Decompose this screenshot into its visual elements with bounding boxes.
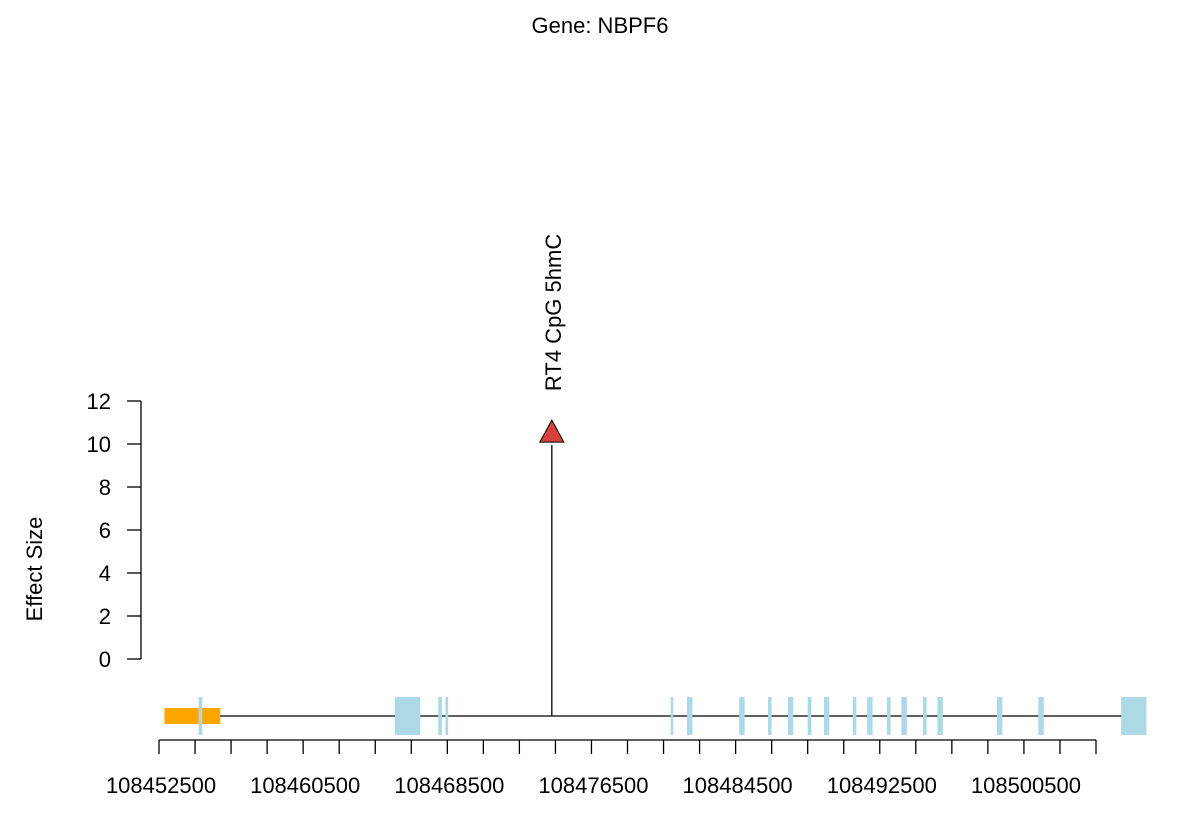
point-label: RT4 CpG 5hmC xyxy=(541,234,566,391)
exon xyxy=(768,697,772,735)
exon xyxy=(852,697,857,735)
y-tick-label: 0 xyxy=(99,647,111,672)
x-tick-label: 108452500 xyxy=(106,773,216,798)
y-tick-label: 2 xyxy=(99,604,111,629)
y-tick-label: 12 xyxy=(87,389,111,414)
y-tick-label: 4 xyxy=(99,561,111,586)
x-tick-label: 108468500 xyxy=(394,773,504,798)
y-axis-label: Effect Size xyxy=(22,517,47,622)
exon xyxy=(886,697,891,735)
point-marker-triangle xyxy=(538,419,565,443)
exon xyxy=(395,697,421,735)
exon xyxy=(670,697,674,735)
chart-title: Gene: NBPF6 xyxy=(532,13,669,38)
y-tick-label: 10 xyxy=(87,432,111,457)
exon xyxy=(198,697,203,735)
exon xyxy=(996,697,1003,735)
x-tick-label: 108492500 xyxy=(827,773,937,798)
exon xyxy=(445,697,449,735)
y-axis: 0 2 4 6 8 10 12 xyxy=(87,389,142,672)
exon xyxy=(686,697,693,735)
x-axis: 108452500 108460500 108468500 108476500 1084… xyxy=(106,739,1097,798)
exon xyxy=(438,697,442,735)
x-tick-label: 108500500 xyxy=(971,773,1081,798)
y-tick-label: 6 xyxy=(99,518,111,543)
exon xyxy=(937,697,943,735)
exon xyxy=(1121,697,1147,735)
exon xyxy=(923,697,927,735)
data-points: RT4 CpG 5hmC xyxy=(538,234,566,716)
exon xyxy=(867,697,873,735)
exon xyxy=(823,697,830,735)
x-tick-label: 108484500 xyxy=(683,773,793,798)
exon xyxy=(739,697,745,735)
gene-model xyxy=(164,697,1147,735)
exon xyxy=(787,697,794,735)
utr-region xyxy=(164,708,221,724)
exon xyxy=(1038,697,1044,735)
exon xyxy=(901,697,907,735)
x-tick-label: 108476500 xyxy=(538,773,648,798)
x-tick-label: 108460500 xyxy=(250,773,360,798)
y-tick-label: 8 xyxy=(99,475,111,500)
exon xyxy=(807,697,812,735)
